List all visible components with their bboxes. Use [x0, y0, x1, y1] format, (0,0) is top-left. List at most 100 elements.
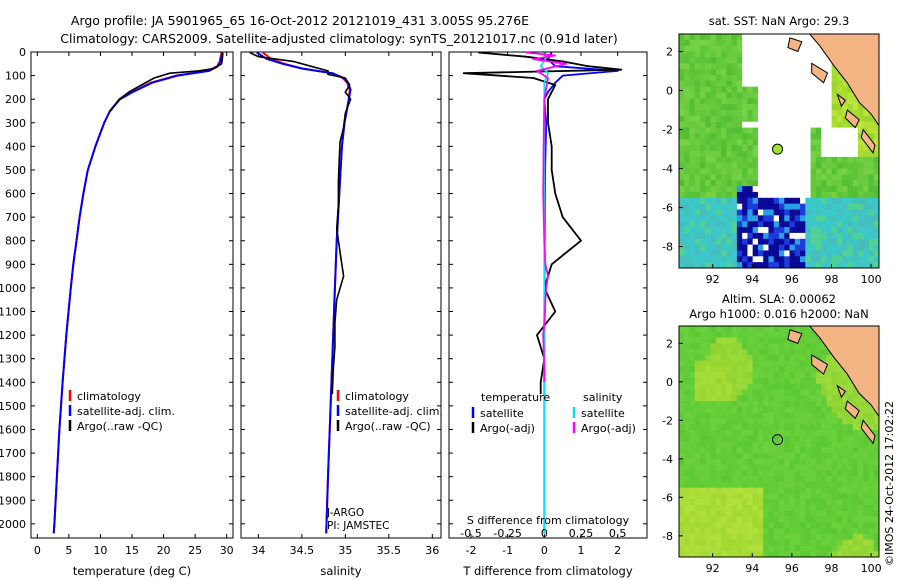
- sla-map-cell: [684, 476, 690, 483]
- sla-map-cell: [852, 458, 859, 466]
- sst-map-cell: [715, 191, 722, 199]
- sst-map-cell: [742, 168, 748, 175]
- sst-map-cell: [852, 151, 859, 158]
- sst-map-cell: [810, 221, 817, 228]
- sla-map-cell: [757, 395, 764, 402]
- sst-map-cell: [757, 232, 764, 240]
- sla-map-cell: [779, 389, 785, 396]
- sla-map-cell: [705, 447, 711, 454]
- sla-map-cell: [679, 435, 685, 442]
- sla-map-cell: [742, 377, 748, 385]
- sst-map-cell: [789, 121, 796, 128]
- sst-map-cell: [852, 203, 859, 210]
- sla-map-cell: [694, 505, 701, 512]
- sla-map-cell: [821, 533, 827, 541]
- sla-map-cell: [710, 395, 717, 402]
- sst-map-cell: [694, 227, 701, 234]
- sst-map-cell: [726, 115, 733, 123]
- sla-map-cell: [763, 395, 769, 402]
- sst-map-cell: [710, 92, 717, 99]
- sla-map-cell: [800, 481, 806, 489]
- sla-map-cell: [826, 418, 833, 425]
- sst-map-cell: [726, 45, 733, 52]
- sst-map-cell: [826, 151, 833, 158]
- sla-map-cell: [768, 366, 775, 373]
- sst-map-cell: [747, 57, 754, 64]
- sla-map-cell: [752, 447, 759, 454]
- sla-map-cell: [694, 464, 701, 471]
- sst-map-cell: [847, 232, 854, 240]
- sst-map-cell: [836, 121, 843, 128]
- sst-map-cell: [694, 174, 701, 181]
- sla-map-cell: [715, 372, 722, 379]
- sla-map-cell: [810, 424, 817, 431]
- sla-map-cell: [742, 406, 748, 414]
- sla-map-cell: [736, 441, 743, 448]
- sla-map-cell: [815, 406, 822, 414]
- sst-map-cell: [731, 156, 738, 164]
- sla-map-cell: [836, 372, 843, 379]
- sst-map-cell: [768, 39, 775, 47]
- sst-map-cell: [705, 180, 711, 187]
- sla-map-cell: [768, 499, 775, 506]
- sst-map-cell: [842, 145, 848, 152]
- sst-map-cell: [810, 215, 817, 222]
- sla-map-cell: [726, 331, 733, 338]
- sst-map-cell: [836, 227, 843, 234]
- sla-map-cell: [805, 539, 811, 546]
- sst-map-cell: [779, 203, 785, 210]
- salinity-xtick-label: 34.5: [290, 544, 315, 557]
- sst-map-cell: [710, 209, 717, 216]
- sla-map-cell: [842, 406, 848, 414]
- sst-map-cell: [779, 110, 785, 117]
- sst-map-cell: [784, 104, 790, 111]
- sla-map-cell: [831, 406, 838, 414]
- sla-map-cell: [852, 418, 859, 425]
- sla-map-cell: [810, 429, 817, 437]
- sst-map-cell: [779, 51, 785, 58]
- sst-map-cell: [705, 86, 711, 93]
- sla-map-cell: [757, 499, 764, 506]
- sla-map-cell: [836, 499, 843, 506]
- sst-map-cell: [810, 86, 817, 93]
- sst-map-cell: [742, 151, 748, 158]
- sst-map-cell: [700, 110, 706, 117]
- sla-map-cell: [694, 499, 701, 506]
- temperature-ytick-label: 1300: [0, 353, 26, 366]
- sst-map-cell: [763, 238, 769, 245]
- sla-map-cell: [742, 533, 748, 541]
- temperature-ytick-label: 1700: [0, 447, 26, 460]
- sla-map-cell: [815, 487, 822, 494]
- sla-map-cell: [757, 401, 764, 408]
- sla-map-cell: [842, 401, 848, 408]
- sst-map-cell: [789, 80, 796, 88]
- sst-map-cell: [831, 262, 838, 269]
- sst-map-cell: [694, 209, 701, 216]
- sla-map-cell: [710, 349, 717, 356]
- sla-map-cell: [836, 487, 843, 494]
- sst-map-cell: [742, 250, 748, 257]
- sst-map-cell: [747, 227, 754, 234]
- sst-map-cell: [694, 145, 701, 152]
- sst-map-cell: [784, 98, 790, 105]
- sla-map-cell: [805, 418, 811, 425]
- sst-map-cell: [715, 39, 722, 47]
- sla-map-cell: [763, 360, 769, 367]
- sst-map-cell: [794, 227, 801, 234]
- sst-map-cell: [821, 151, 827, 158]
- sst-map-cell: [821, 221, 827, 228]
- sst-map-cell: [679, 162, 685, 169]
- sst-map-cell: [773, 133, 780, 140]
- sla-map-cell: [784, 539, 790, 546]
- sst-map-cell: [679, 180, 685, 187]
- sst-map-cell: [826, 209, 833, 216]
- sla-map-cell: [826, 516, 833, 523]
- sst-map-cell: [736, 215, 743, 222]
- sla-map-cell: [763, 470, 769, 477]
- sla-map-cell: [705, 528, 711, 535]
- sst-map-cell: [815, 180, 822, 187]
- sst-map-cell: [689, 121, 696, 128]
- sst-map-cell: [710, 203, 717, 210]
- sla-map-cell: [731, 493, 738, 500]
- sla-map-cell: [847, 539, 854, 546]
